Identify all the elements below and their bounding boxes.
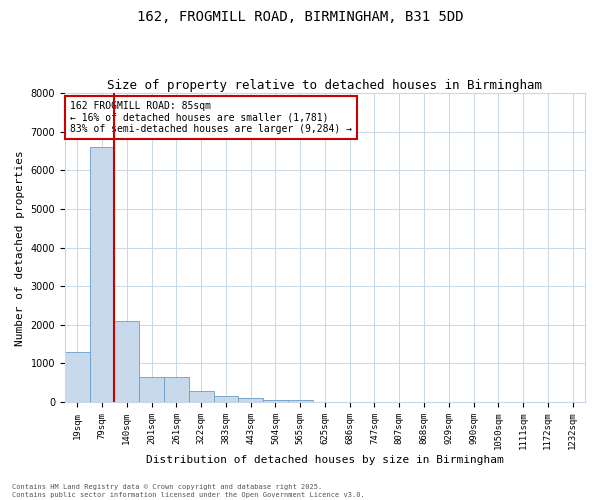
Bar bbox=[288, 400, 313, 402]
Bar bbox=[214, 396, 238, 402]
Bar bbox=[89, 147, 115, 402]
Y-axis label: Number of detached properties: Number of detached properties bbox=[15, 150, 25, 346]
Text: Contains HM Land Registry data © Crown copyright and database right 2025.
Contai: Contains HM Land Registry data © Crown c… bbox=[12, 484, 365, 498]
Bar bbox=[263, 400, 288, 402]
Bar bbox=[189, 390, 214, 402]
Bar bbox=[164, 377, 189, 402]
Bar bbox=[139, 377, 164, 402]
Bar bbox=[115, 321, 139, 402]
Text: 162, FROGMILL ROAD, BIRMINGHAM, B31 5DD: 162, FROGMILL ROAD, BIRMINGHAM, B31 5DD bbox=[137, 10, 463, 24]
X-axis label: Distribution of detached houses by size in Birmingham: Distribution of detached houses by size … bbox=[146, 455, 504, 465]
Bar bbox=[65, 352, 89, 402]
Text: 162 FROGMILL ROAD: 85sqm
← 16% of detached houses are smaller (1,781)
83% of sem: 162 FROGMILL ROAD: 85sqm ← 16% of detach… bbox=[70, 101, 352, 134]
Bar bbox=[238, 398, 263, 402]
Title: Size of property relative to detached houses in Birmingham: Size of property relative to detached ho… bbox=[107, 79, 542, 92]
